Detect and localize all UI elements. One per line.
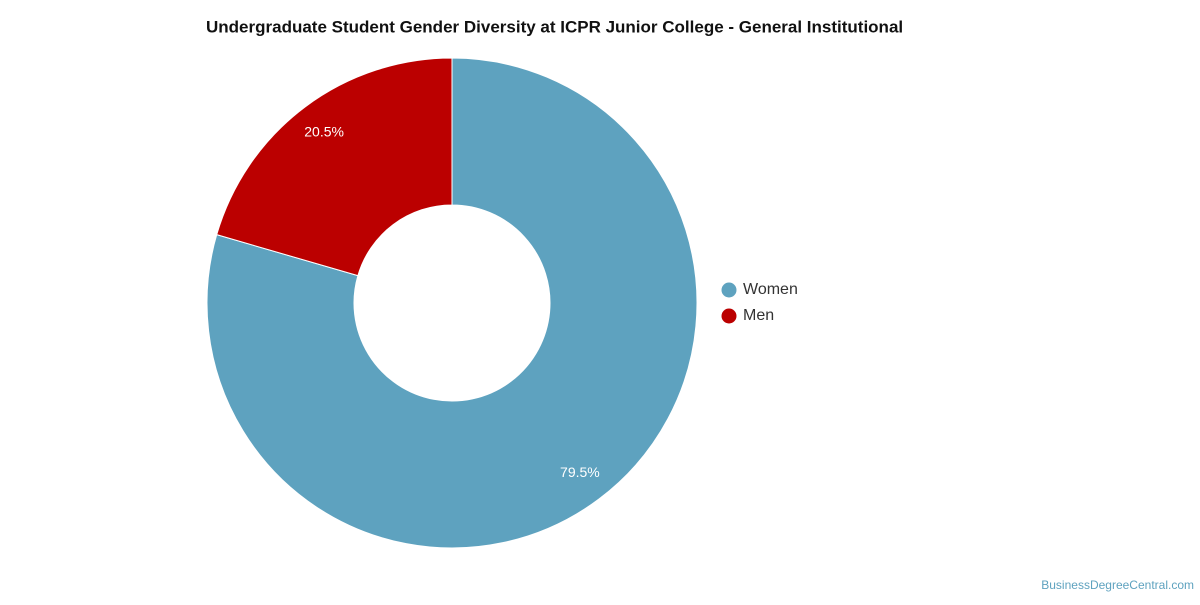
value-label: 20.5% bbox=[304, 123, 344, 139]
donut-slice bbox=[216, 57, 453, 277]
credit: BusinessDegreeCentral.com bbox=[1041, 578, 1194, 592]
legend-swatch bbox=[721, 308, 737, 324]
legend-label: Men bbox=[743, 307, 774, 324]
donut-slice bbox=[206, 57, 698, 549]
value-label: 79.5% bbox=[560, 464, 600, 480]
legend-label: Women bbox=[743, 281, 798, 298]
chart-title: Undergraduate Student Gender Diversity a… bbox=[206, 17, 903, 36]
legend-swatch bbox=[721, 282, 737, 298]
